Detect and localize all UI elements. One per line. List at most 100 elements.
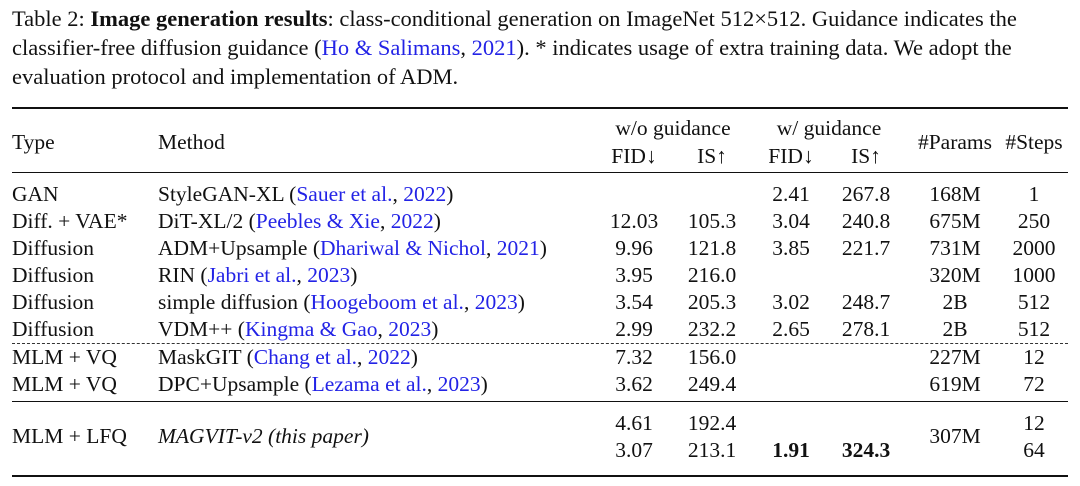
column-header: FID↓ — [768, 144, 814, 168]
cell-fid-wo: 3.54 — [615, 289, 653, 314]
cell-steps: 1 — [1028, 181, 1040, 206]
cell-fid-wo: 4.61 — [615, 410, 653, 435]
cell-fid-w: 3.02 — [772, 289, 810, 314]
text-segment: DPC+Upsample ( — [158, 371, 312, 396]
text-segment: ) — [410, 344, 418, 369]
text-segment: , — [426, 371, 438, 396]
cell-fid-w: 3.85 — [772, 235, 810, 260]
text-segment: ) — [539, 235, 547, 260]
citation: Sauer et al. — [296, 181, 393, 206]
cell-steps: 512 — [1017, 289, 1051, 314]
citation: Lezama et al. — [311, 371, 427, 396]
cell-fid-w: 2.41 — [772, 181, 810, 206]
cell-fid-wo: 9.96 — [615, 235, 653, 260]
citation: Hoogeboom et al. — [310, 289, 464, 314]
text-segment: , — [463, 289, 475, 314]
text-segment: ). * indicates usage of extra training d… — [12, 35, 1012, 89]
text-segment: VDM++ ( — [158, 316, 245, 341]
table-rule — [12, 475, 1068, 477]
cell-steps: 250 — [1017, 208, 1051, 233]
row-method: DiT-XL/2 (Peebles & Xie, 2022) — [158, 208, 441, 234]
cell-params: 675M — [929, 208, 981, 233]
row-type: Diffusion — [12, 235, 95, 260]
table-rule — [12, 401, 1068, 403]
column-header: #Params — [917, 130, 993, 154]
text-segment: , — [379, 208, 391, 233]
cell-is-w: 221.7 — [841, 235, 891, 260]
row-type: Diffusion — [12, 316, 95, 341]
column-header: FID↓ — [611, 144, 657, 168]
citation: Dhariwal & Nichol — [320, 235, 487, 260]
cell-steps: 12 — [1023, 344, 1045, 369]
row-type: Diffusion — [12, 289, 95, 314]
citation: 2023 — [474, 289, 518, 314]
cell-is-wo: 205.3 — [687, 289, 737, 314]
cell-params: 307M — [929, 424, 981, 448]
cell-is-wo: 105.3 — [687, 208, 737, 233]
cell-is-w: 324.3 — [841, 437, 891, 462]
cell-is-wo: 232.2 — [687, 316, 737, 341]
cell-fid-wo: 7.32 — [615, 344, 653, 369]
citation: Peebles & Xie — [255, 208, 380, 233]
text-segment: StyleGAN-XL ( — [158, 181, 297, 206]
row-type: MLM + VQ — [12, 371, 117, 396]
cell-steps: 512 — [1017, 316, 1051, 341]
row-method: MaskGIT (Chang et al., 2022) — [158, 344, 418, 370]
text-segment: Image generation results — [90, 6, 328, 31]
row-method: DPC+Upsample (Lezama et al., 2023) — [158, 371, 488, 397]
cell-fid-wo: 3.07 — [615, 437, 653, 462]
text-segment: , — [377, 316, 389, 341]
text-segment: , — [486, 235, 497, 260]
text-segment: ) — [433, 208, 441, 233]
group-header: w/ guidance — [776, 116, 882, 140]
cell-params: 2B — [942, 289, 968, 314]
cell-is-w: 240.8 — [841, 208, 891, 233]
cell-fid-wo: 12.03 — [609, 208, 659, 233]
text-segment: , — [357, 344, 368, 369]
citation: Ho & Salimans — [321, 35, 461, 60]
cell-params: 619M — [929, 371, 981, 396]
text-segment: ) — [517, 289, 525, 314]
text-segment: ) — [480, 371, 488, 396]
row-method: MAGVIT-v2 (this paper) — [158, 423, 369, 449]
cell-fid-wo: 3.95 — [615, 262, 653, 287]
text-segment: : class-conditional generation on ImageN… — [12, 6, 1017, 60]
row-type: GAN — [12, 181, 59, 206]
citation: 2022 — [367, 344, 411, 369]
cell-is-w: 267.8 — [841, 181, 891, 206]
cell-is-wo: 192.4 — [687, 410, 737, 435]
text-segment: ) — [431, 316, 439, 341]
text-segment: MAGVIT-v2 (this paper) — [158, 424, 369, 448]
row-type: MLM + VQ — [12, 344, 117, 369]
citation: 2023 — [388, 316, 432, 341]
column-header: IS↑ — [697, 144, 727, 168]
cell-is-wo: 249.4 — [687, 371, 737, 396]
cell-steps: 12 — [1023, 410, 1045, 435]
table-rule — [12, 172, 1068, 174]
row-type: MLM + LFQ — [12, 424, 127, 448]
cell-is-wo: 213.1 — [687, 437, 737, 462]
row-method: RIN (Jabri et al., 2023) — [158, 262, 357, 288]
cell-params: 731M — [929, 235, 981, 260]
text-segment: simple diffusion ( — [158, 289, 311, 314]
column-header: Type — [12, 130, 55, 154]
cell-params: 168M — [929, 181, 981, 206]
row-method: VDM++ (Kingma & Gao, 2023) — [158, 316, 438, 342]
group-header: w/o guidance — [615, 116, 731, 140]
text-segment: DiT-XL/2 ( — [158, 208, 256, 233]
text-segment: RIN ( — [158, 262, 208, 287]
cell-params: 227M — [929, 344, 981, 369]
cell-is-w: 248.7 — [841, 289, 891, 314]
cell-steps: 64 — [1023, 437, 1045, 462]
cell-is-wo: 216.0 — [687, 262, 737, 287]
cell-fid-w: 2.65 — [772, 316, 810, 341]
citation: 2021 — [496, 235, 540, 260]
row-type: Diffusion — [12, 262, 95, 287]
row-method: StyleGAN-XL (Sauer et al., 2022) — [158, 181, 453, 207]
cell-params: 320M — [929, 262, 981, 287]
table-rule — [12, 107, 1068, 109]
column-header: IS↑ — [851, 144, 881, 168]
cell-is-w: 278.1 — [841, 316, 891, 341]
text-segment: ADM+Upsample ( — [158, 235, 321, 260]
cell-steps: 1000 — [1012, 262, 1056, 287]
